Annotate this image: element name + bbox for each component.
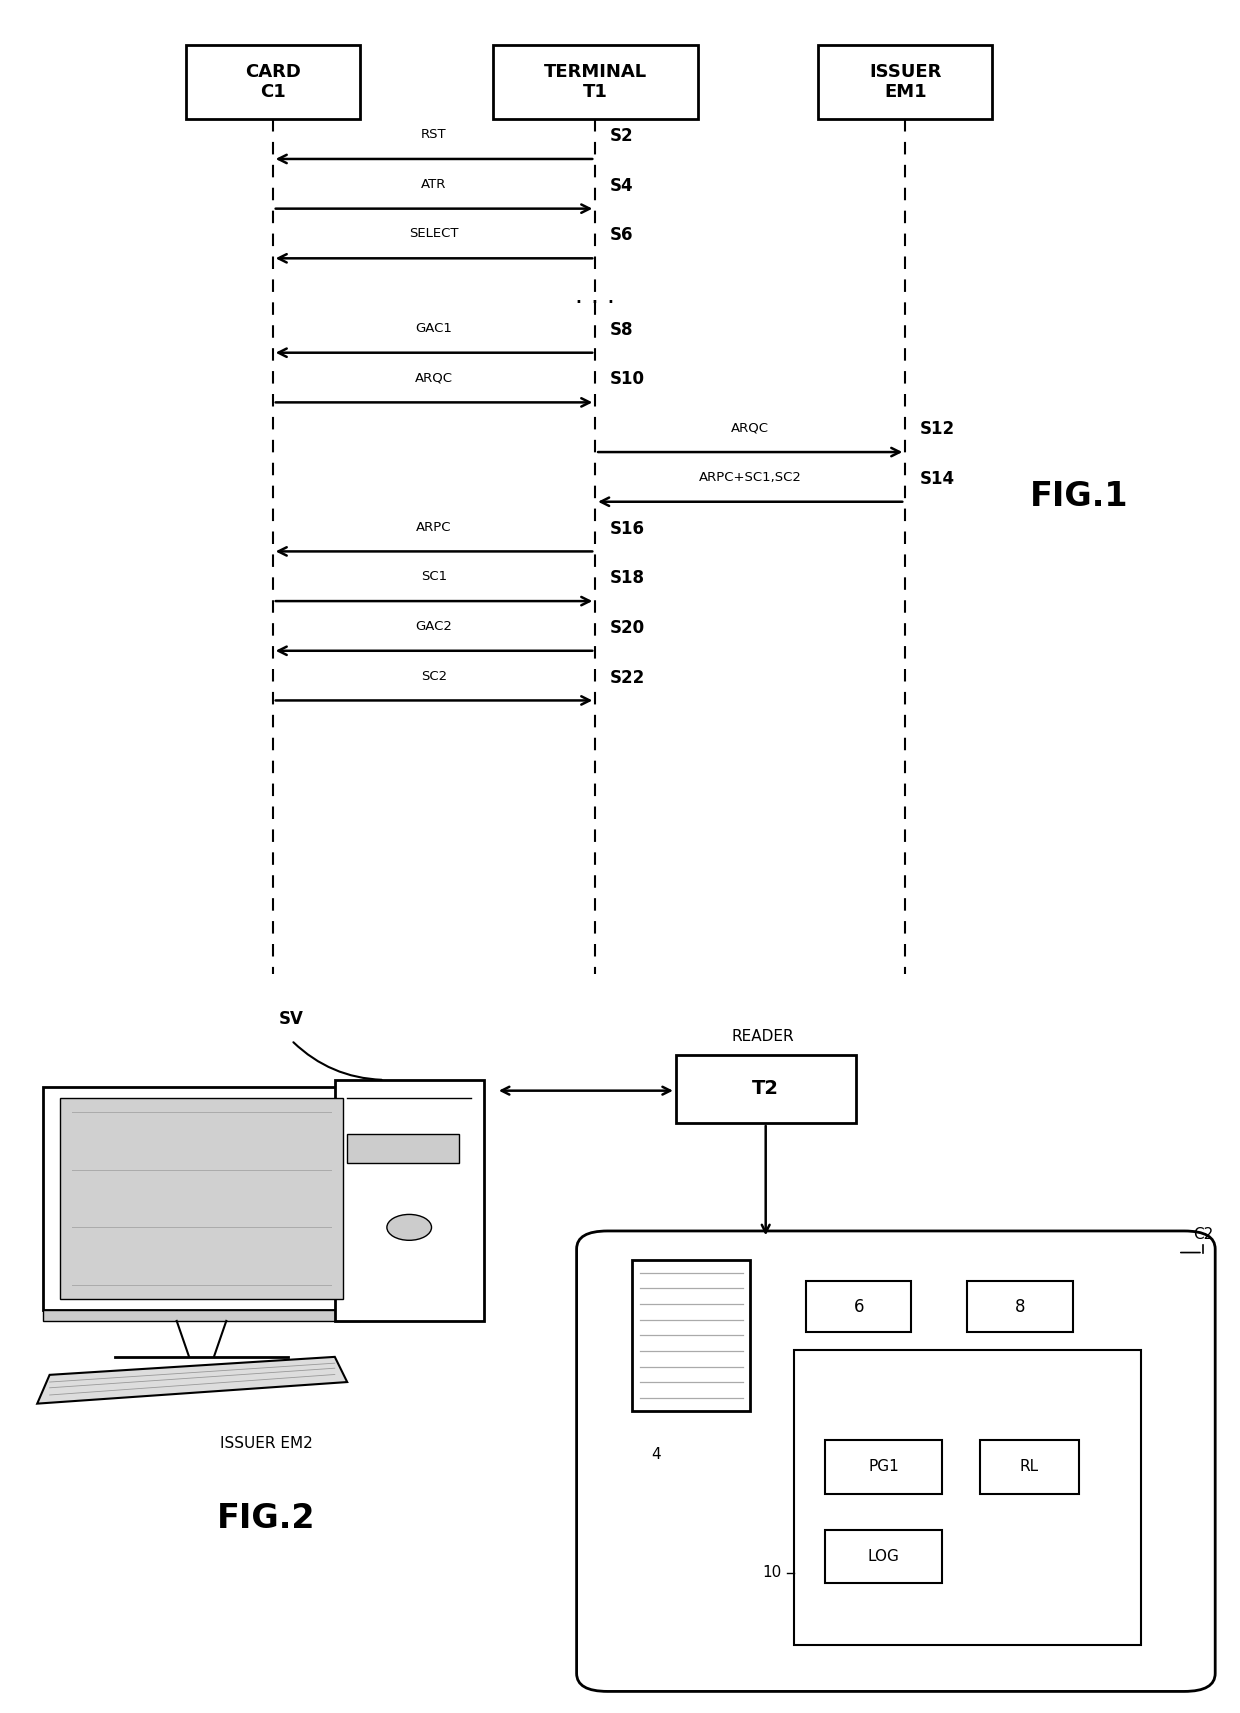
FancyBboxPatch shape [825, 1530, 942, 1583]
Text: LOG: LOG [868, 1549, 899, 1564]
Polygon shape [43, 1310, 360, 1321]
FancyBboxPatch shape [825, 1439, 942, 1494]
Text: SV: SV [279, 1009, 304, 1028]
Circle shape [387, 1215, 432, 1240]
FancyBboxPatch shape [818, 45, 992, 120]
Polygon shape [37, 1357, 347, 1403]
Text: RST: RST [422, 128, 446, 140]
Text: 6: 6 [853, 1297, 864, 1316]
FancyBboxPatch shape [794, 1350, 1141, 1644]
Text: ARPC: ARPC [417, 521, 451, 533]
FancyBboxPatch shape [335, 1079, 484, 1321]
Text: PG1: PG1 [868, 1459, 899, 1475]
Text: S8: S8 [610, 320, 634, 339]
FancyBboxPatch shape [347, 1134, 459, 1163]
Text: ISSUER
EM1: ISSUER EM1 [869, 63, 941, 101]
Text: S14: S14 [920, 469, 955, 488]
Text: S18: S18 [610, 569, 645, 588]
Text: S16: S16 [610, 519, 645, 538]
Text: FIG.1: FIG.1 [1029, 480, 1128, 514]
Text: 4: 4 [651, 1447, 661, 1461]
Text: C2: C2 [1193, 1227, 1213, 1242]
FancyBboxPatch shape [806, 1281, 911, 1331]
Text: S2: S2 [610, 127, 634, 146]
Polygon shape [43, 1088, 360, 1310]
Text: TERMINAL
T1: TERMINAL T1 [543, 63, 647, 101]
Text: 8: 8 [1014, 1297, 1025, 1316]
Text: ARQC: ARQC [732, 421, 769, 433]
FancyBboxPatch shape [980, 1439, 1079, 1494]
Text: T2: T2 [753, 1079, 779, 1098]
Text: FIG.2: FIG.2 [217, 1502, 316, 1535]
FancyBboxPatch shape [186, 45, 360, 120]
Text: S22: S22 [610, 668, 645, 687]
Text: S10: S10 [610, 370, 645, 389]
Text: S12: S12 [920, 420, 955, 439]
Text: RL: RL [1019, 1459, 1039, 1475]
Text: ISSUER EM2: ISSUER EM2 [221, 1435, 312, 1451]
Text: CARD
C1: CARD C1 [244, 63, 301, 101]
Text: READER: READER [732, 1030, 794, 1045]
Text: SC2: SC2 [420, 670, 448, 682]
Text: 10: 10 [761, 1566, 781, 1579]
Text: ARQC: ARQC [415, 372, 453, 384]
Text: GAC2: GAC2 [415, 620, 453, 632]
Polygon shape [60, 1098, 343, 1300]
Text: SELECT: SELECT [409, 228, 459, 240]
Text: S6: S6 [610, 226, 634, 245]
FancyBboxPatch shape [967, 1281, 1073, 1331]
Text: ARPC+SC1,SC2: ARPC+SC1,SC2 [699, 471, 801, 483]
Text: ATR: ATR [422, 178, 446, 190]
Text: S20: S20 [610, 618, 645, 637]
FancyBboxPatch shape [676, 1055, 856, 1124]
Text: S4: S4 [610, 176, 634, 195]
Text: · · ·: · · · [575, 291, 615, 315]
FancyBboxPatch shape [577, 1232, 1215, 1691]
FancyBboxPatch shape [492, 45, 697, 120]
FancyBboxPatch shape [632, 1259, 750, 1412]
Text: GAC1: GAC1 [415, 322, 453, 334]
Text: SC1: SC1 [420, 570, 448, 582]
